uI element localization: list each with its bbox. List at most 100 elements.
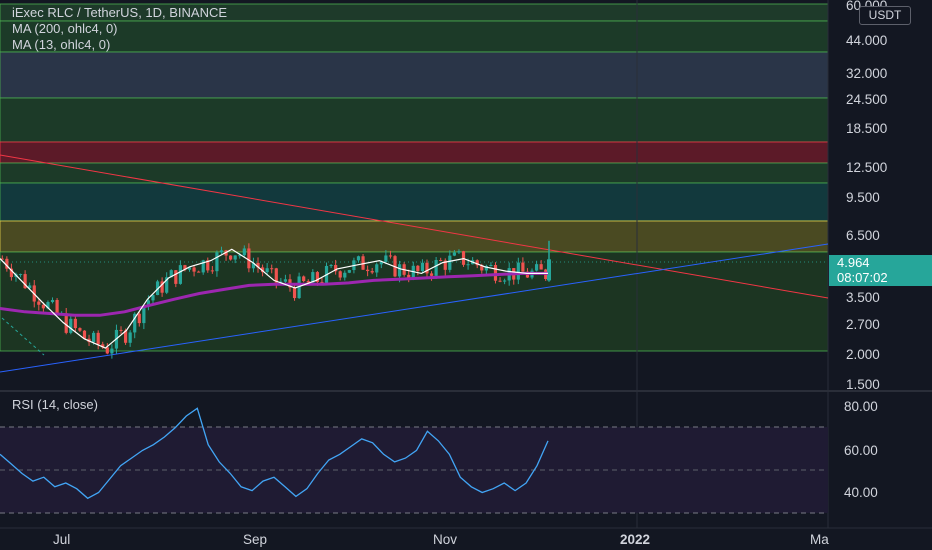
candle-body xyxy=(238,255,242,257)
candle-body xyxy=(28,285,32,289)
candle-body xyxy=(73,318,77,329)
candle-body xyxy=(329,265,333,267)
ma13-line xyxy=(0,248,548,349)
candle-body xyxy=(187,267,192,270)
time-label-mar: Ma xyxy=(810,532,829,547)
zone-box-24 xyxy=(0,97,829,143)
candle-body xyxy=(484,265,488,271)
candle-body xyxy=(183,265,187,270)
last-price-tag: 4.964 xyxy=(829,255,932,270)
price-tick: 1.500 xyxy=(846,377,880,392)
zone-box-44 xyxy=(0,20,829,53)
candle-body xyxy=(516,262,520,280)
candle-body xyxy=(142,306,146,324)
zone-box-red xyxy=(0,141,829,164)
bar-countdown-tag: 08:07:02 xyxy=(829,270,932,286)
candle-body xyxy=(78,328,82,331)
candle-body xyxy=(18,274,23,276)
candle-body xyxy=(361,256,365,270)
candle-body xyxy=(260,267,265,273)
candle-body xyxy=(457,251,461,253)
candle-body xyxy=(347,270,351,273)
candle-body xyxy=(539,264,543,270)
candle-body xyxy=(334,265,338,272)
candle-body xyxy=(151,295,155,301)
rsi-panel xyxy=(0,407,828,514)
price-tick: 6.500 xyxy=(846,228,880,243)
rsi-line xyxy=(0,407,549,500)
candle-body xyxy=(343,272,347,278)
support-trendline xyxy=(0,243,829,373)
candle-body xyxy=(174,270,178,284)
candle-body xyxy=(366,269,370,272)
candle-body xyxy=(434,260,438,276)
candle-body xyxy=(356,256,361,261)
candle-body xyxy=(461,251,466,265)
candle-body xyxy=(279,281,283,283)
candle-body xyxy=(37,301,41,305)
candle-body xyxy=(416,265,420,272)
candle-body xyxy=(192,267,196,272)
time-label-2022: 2022 xyxy=(620,532,650,547)
candle-body xyxy=(297,276,301,299)
currency-unit-button[interactable]: USDT xyxy=(859,6,911,25)
candle-body xyxy=(503,280,507,282)
candle-body xyxy=(165,277,169,293)
zone-box-32 xyxy=(0,51,829,99)
candle-body xyxy=(197,271,201,273)
candle-body xyxy=(155,281,160,296)
time-label-sep: Sep xyxy=(243,532,267,547)
candle-body xyxy=(137,313,141,324)
time-axis[interactable]: Jul Sep Nov 2022 Ma xyxy=(53,532,829,547)
candle-body xyxy=(69,318,73,333)
candle-body xyxy=(41,304,45,309)
candle-body xyxy=(338,271,342,278)
candle-body xyxy=(379,261,383,265)
candle-body xyxy=(0,258,4,260)
candle-body xyxy=(64,313,68,333)
candle-body xyxy=(46,302,50,309)
candle-body xyxy=(466,264,470,266)
ma200-legend[interactable]: MA (200, ohlc4, 0) xyxy=(12,21,118,36)
candle-body xyxy=(320,281,324,283)
price-tick: 12.500 xyxy=(846,160,887,175)
candle-body xyxy=(534,264,539,271)
candle-body xyxy=(443,260,447,270)
price-tick: 2.700 xyxy=(846,317,880,332)
symbol-title[interactable]: iExec RLC / TetherUS, 1D, BINANCE xyxy=(12,5,228,20)
candle-body xyxy=(384,255,388,262)
rsi-tick: 60.00 xyxy=(844,443,878,458)
rsi-axis[interactable]: 80.00 60.00 40.00 xyxy=(844,399,878,500)
candle-body xyxy=(110,348,114,354)
candle-body xyxy=(55,299,59,314)
rsi-legend[interactable]: RSI (14, close) xyxy=(12,397,98,412)
price-axis[interactable]: 60.000 44.000 32.000 24.500 18.500 12.50… xyxy=(846,0,887,392)
candle-body xyxy=(5,258,9,269)
candle-body xyxy=(50,299,55,303)
price-tick: 44.000 xyxy=(846,33,887,48)
candle-body xyxy=(521,262,525,272)
ma13-legend[interactable]: MA (13, ohlc4, 0) xyxy=(12,37,111,52)
candle-body xyxy=(388,255,393,257)
candle-body xyxy=(23,274,27,289)
candle-body xyxy=(233,255,237,260)
candle-body xyxy=(219,250,224,253)
candle-body xyxy=(9,268,14,278)
candle-body xyxy=(493,264,498,281)
candle-body xyxy=(315,272,319,282)
candle-body xyxy=(439,260,443,262)
candle-body xyxy=(256,262,260,268)
candle-body xyxy=(306,281,310,283)
candle-body xyxy=(251,262,256,269)
candle-body xyxy=(452,252,456,256)
price-tick: 9.500 xyxy=(846,190,880,205)
candle-body xyxy=(123,330,128,343)
candle-body xyxy=(429,273,434,276)
time-label-jul: Jul xyxy=(53,532,70,547)
candle-body xyxy=(292,287,297,299)
candle-body xyxy=(448,255,452,270)
candle-body xyxy=(311,272,315,283)
zone-boxes xyxy=(0,3,829,352)
candle-body xyxy=(201,260,205,273)
